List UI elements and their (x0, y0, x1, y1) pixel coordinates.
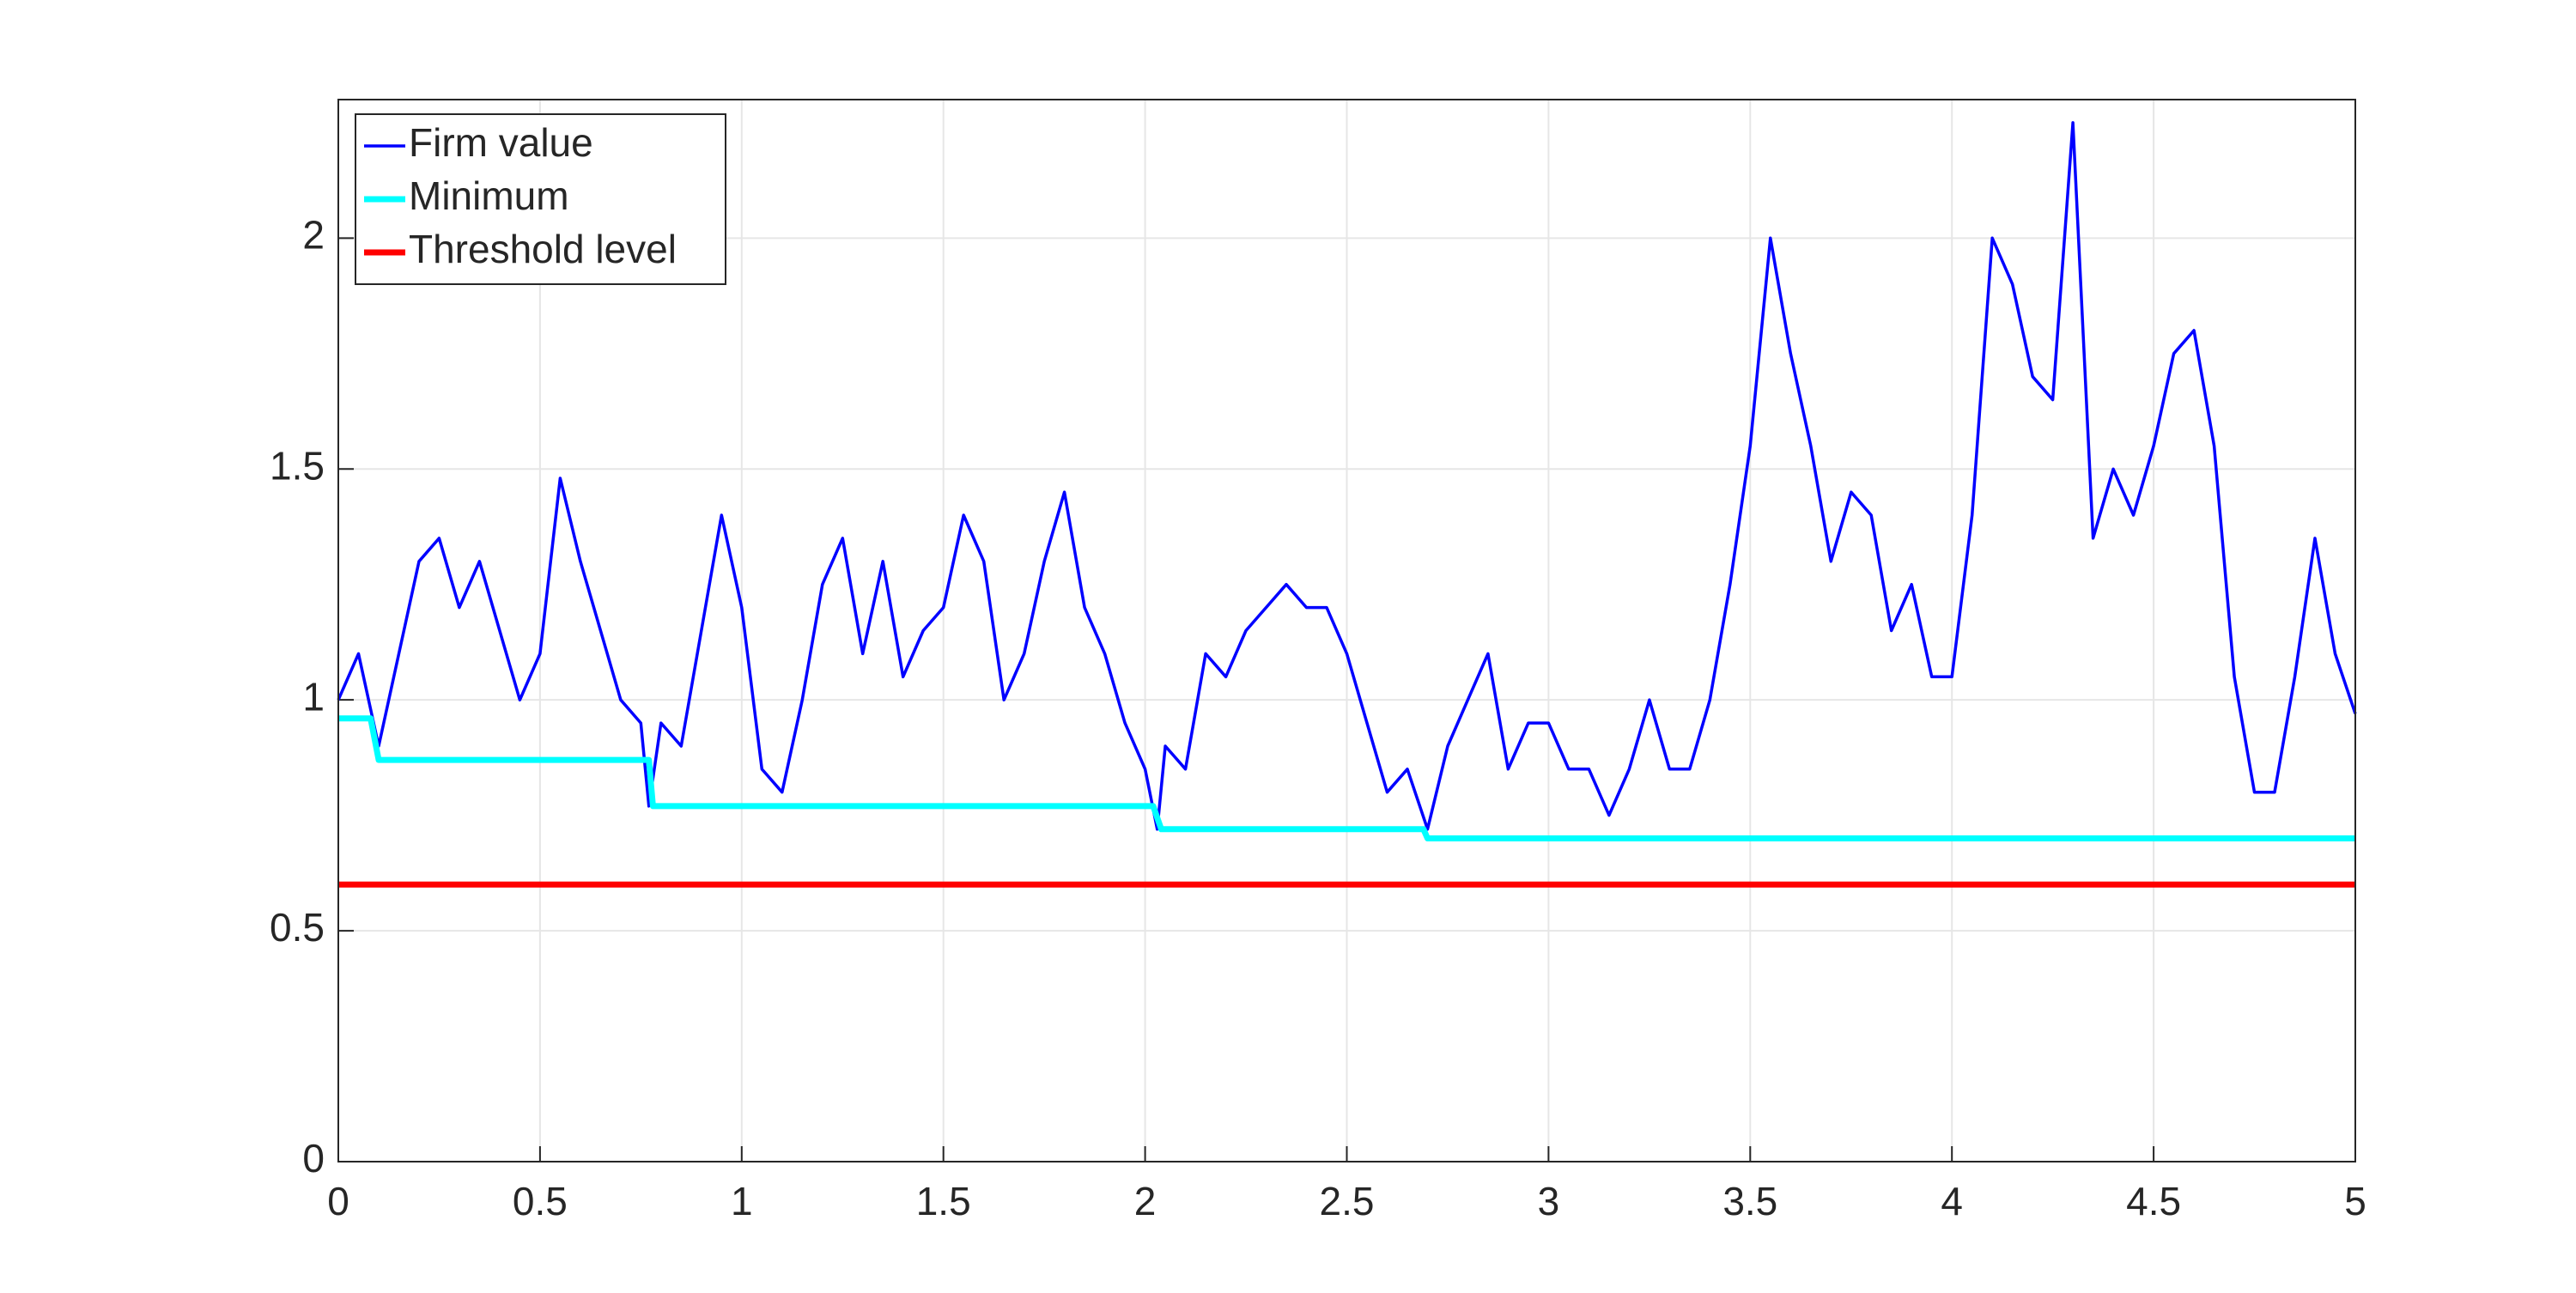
x-tick-label: 5 (2344, 1179, 2366, 1223)
legend-label: Threshold level (409, 227, 677, 271)
legend-label: Firm value (409, 120, 593, 165)
x-tick-label: 3 (1538, 1179, 1560, 1223)
x-tick-label: 1 (731, 1179, 753, 1223)
series-line (337, 121, 2357, 831)
x-tick-label: 2.5 (1320, 1179, 1375, 1223)
y-tick-label: 1.5 (270, 443, 325, 488)
x-tick-label: 0 (327, 1179, 349, 1223)
y-tick-label: 2 (302, 213, 325, 258)
x-tick-label: 1.5 (916, 1179, 971, 1223)
y-tick-label: 0 (302, 1136, 325, 1181)
x-tick-label: 4.5 (2126, 1179, 2181, 1223)
series-line (338, 715, 2355, 841)
legend-box (355, 113, 726, 285)
y-tick-label: 1 (302, 674, 325, 719)
legend-label: Minimum (409, 173, 569, 218)
y-tick-label: 0.5 (270, 905, 325, 950)
axes-box (337, 99, 2356, 1162)
x-tick-label: 2 (1134, 1179, 1157, 1223)
x-tick-label: 3.5 (1722, 1179, 1777, 1223)
x-tick-label: 4 (1941, 1179, 1963, 1223)
x-tick-label: 0.5 (513, 1179, 568, 1223)
